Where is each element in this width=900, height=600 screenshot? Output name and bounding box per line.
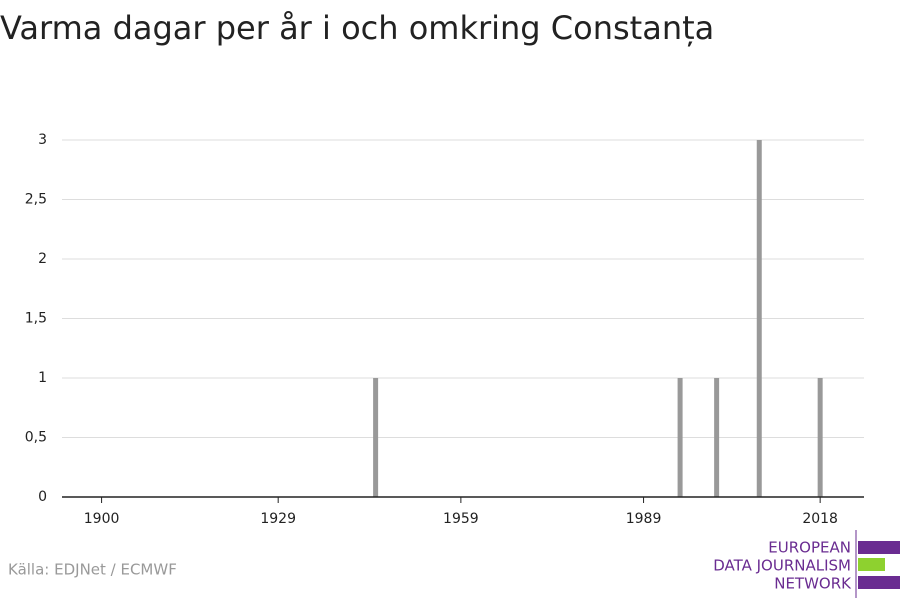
x-tick-label: 1989 [626,511,662,527]
bar [714,378,720,497]
chart-title: Varma dagar per år i och omkring Constan… [0,9,714,47]
y-tick-label: 0 [38,489,47,505]
logo-text: DATA JOURNALISM [713,557,851,575]
bar [817,378,823,497]
y-tick-label: 3 [38,132,47,148]
bar [373,378,379,497]
logo-bar [858,576,900,589]
bar [756,140,762,497]
logo-bar [858,558,885,571]
x-tick-label: 1959 [443,511,479,527]
x-tick-label: 2018 [802,511,838,527]
x-tick-label: 1900 [84,511,120,527]
y-tick-label: 2 [38,251,47,267]
y-tick-label: 2,5 [25,192,47,208]
logo-text: EUROPEAN [768,539,851,557]
source: Källa: EDJNet / ECMWF [8,561,177,579]
y-tick-label: 1,5 [25,311,47,327]
logo-bar [858,541,900,554]
y-tick-label: 0,5 [25,430,47,446]
x-tick-label: 1929 [260,511,296,527]
y-tick-label: 1 [38,370,47,386]
logo-text: NETWORK [774,575,852,593]
bar [677,378,683,497]
